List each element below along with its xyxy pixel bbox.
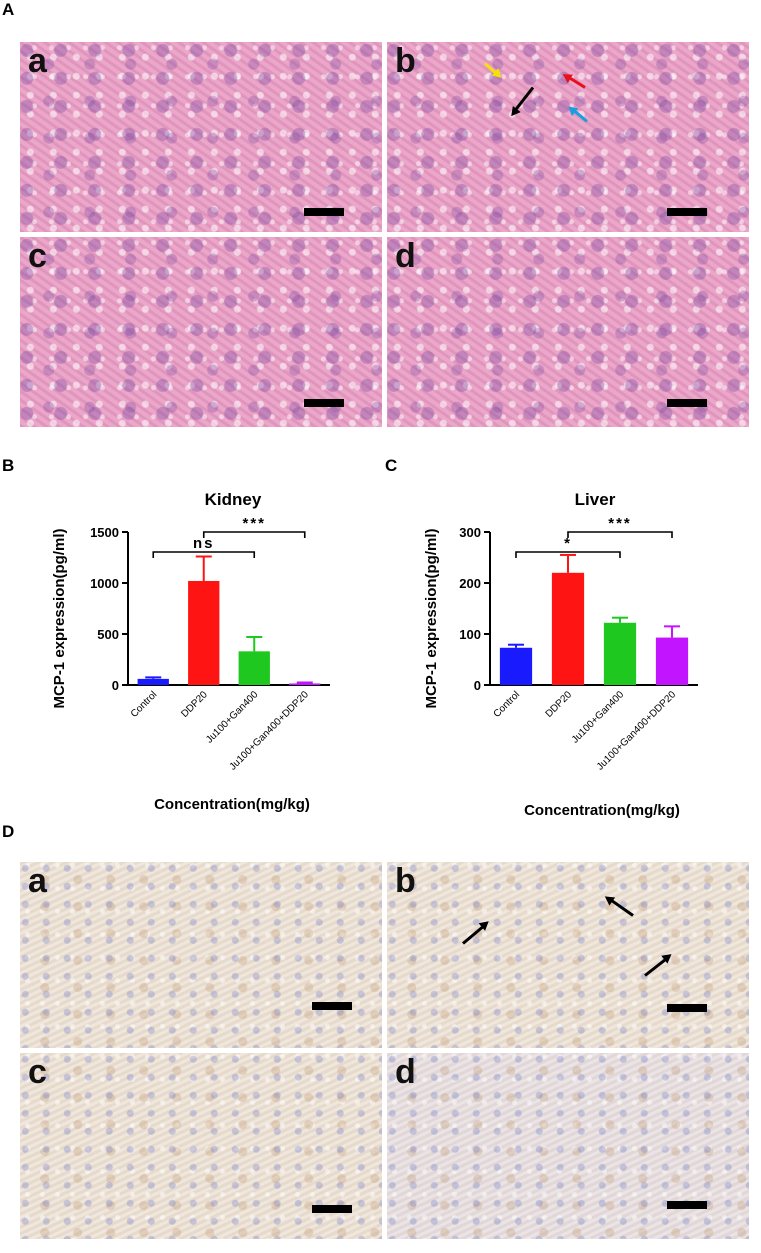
yellow-arrow-icon [483,62,498,76]
y-tick-label: 200 [459,576,481,591]
micrograph-a-c: c [20,237,382,427]
micrograph-label: a [28,42,47,80]
panel-label-c: C [385,456,398,475]
micrograph-label: d [395,237,416,275]
scale-bar [304,399,344,407]
x-tick-label: Control [492,689,523,720]
scale-bar [667,399,707,407]
scale-bar [312,1002,352,1010]
significance-label: ns [193,535,215,552]
significance-bracket [567,531,673,538]
blue-arrow-icon [572,108,588,123]
micrograph-label: b [395,862,416,900]
micrograph-label: a [28,862,47,900]
scale-bar [667,1004,707,1012]
red-arrow-icon [567,75,586,89]
x-tick-label: DDP20 [544,689,575,720]
scale-bar [667,208,707,216]
significance-bracket [515,551,621,558]
significance-bracket [152,551,256,558]
kidney-chart: Kidney 0 500 1000 1500 Control DDP20Ju100+Gan4… [51,490,330,813]
micrograph-label: b [395,42,416,80]
x-axis-label: Concentration(mg/kg) [154,796,310,813]
y-tick-label: 1000 [90,576,119,591]
scale-bar [312,1205,352,1213]
bar [499,647,533,685]
micrograph-d-a: a [20,862,382,1048]
x-tick-label: Ju100+Gan400 [204,689,261,746]
chart-title: Kidney [205,490,262,509]
bar [603,622,637,685]
y-tick-label: 1500 [90,525,119,540]
y-tick-label: 500 [97,627,119,642]
bar [137,678,169,685]
micrograph-d-c: c [20,1053,382,1239]
bar [551,572,585,685]
chart-title: Liver [575,490,616,509]
panel-label-b: B [2,456,15,475]
black-arrow-icon [644,957,668,977]
micrograph-a-a: a [20,42,382,232]
bar [289,683,321,685]
scale-bar [304,208,344,216]
micrograph-label: c [28,1053,47,1091]
bar [655,637,689,685]
y-tick-label: 300 [459,525,481,540]
scale-bar [667,1201,707,1209]
black-arrow-icon [462,924,486,945]
x-tick-label: Ju100+Gan400 [570,689,627,746]
micrograph-a-d: d [387,237,749,427]
micrograph-d-b: b [387,862,749,1048]
micrograph-a-b: b [387,42,749,232]
significance-label: * [564,535,572,552]
significance-label: *** [608,515,632,532]
bar [188,580,220,685]
y-tick-label: 0 [112,678,119,693]
micrograph-label: c [28,237,47,275]
significance-bracket [202,531,306,538]
significance-label: *** [242,515,266,532]
bar [238,651,270,685]
x-tick-label: DDP20 [179,689,210,720]
black-arrow-icon [609,898,634,917]
y-tick-label: 0 [474,678,481,693]
micrograph-d-d: d [387,1053,749,1239]
black-arrow-icon [513,86,535,113]
panel-label-a: A [2,0,15,19]
y-tick-label: 100 [459,627,481,642]
micrograph-label: d [395,1053,416,1091]
x-axis-label: Concentration(mg/kg) [524,802,680,819]
x-tick-label: Control [129,689,160,720]
y-axis-label: MCP-1 expression(pg/ml) [51,528,68,708]
panel-label-d: D [2,822,15,841]
y-axis-label: MCP-1 expression(pg/ml) [423,528,440,708]
